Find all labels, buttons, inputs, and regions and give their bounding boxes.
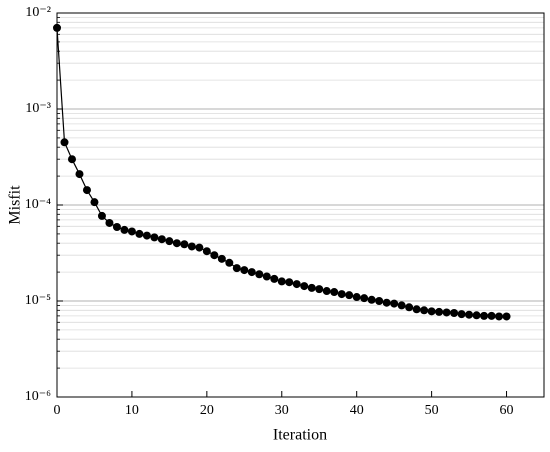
point [270,274,279,283]
point [195,243,204,252]
x-tick-label: 40 [350,403,364,418]
point [187,242,196,251]
point [412,305,421,314]
point [105,218,114,227]
y-axis-label: Misfit [7,185,24,225]
point [157,235,166,244]
point [225,258,234,267]
plot-frame [56,12,545,398]
point [90,198,99,207]
point [255,270,264,279]
point [405,303,414,312]
x-axis-label: Iteration [273,427,327,444]
point [300,282,309,291]
point [217,254,226,263]
point [330,288,339,297]
point [322,287,331,296]
point [427,307,436,316]
point [240,266,249,275]
point [180,240,189,249]
point [75,170,84,179]
point [360,294,369,303]
point [142,231,151,240]
x-tick-label: 0 [54,403,61,418]
point [307,283,316,292]
point [382,298,391,307]
point [67,155,76,164]
point [487,311,496,320]
point [450,308,459,317]
point [120,225,129,234]
point [97,211,106,220]
point [435,307,444,316]
point [165,237,174,246]
point [495,312,504,321]
point [292,280,301,289]
point [315,285,324,294]
point [172,239,181,248]
x-tick-label: 30 [275,403,289,418]
point [397,301,406,310]
point [277,277,286,286]
x-tick-label: 10 [125,403,139,418]
y-tick-label: 10⁻³ [25,101,51,116]
y-tick-label: 10⁻⁵ [25,293,51,308]
point [53,23,61,32]
point [127,227,136,236]
point [420,306,429,315]
point [352,293,361,302]
x-tick-label: 60 [500,403,514,418]
x-tick-label: 20 [200,403,214,418]
point [472,311,481,320]
point [442,308,451,317]
point [375,297,384,305]
y-tick-label: 10⁻⁴ [25,197,51,212]
point [202,247,211,256]
line [56,27,507,318]
point [232,264,241,273]
point [367,295,376,304]
point [337,290,346,299]
y-tick-label: 10⁻² [25,5,51,20]
point [457,310,466,319]
point [210,251,219,260]
point [480,311,489,320]
point [345,291,354,300]
point [135,229,144,238]
point [465,310,474,319]
point [390,299,399,308]
y-tick-label: 10⁻⁶ [25,389,51,404]
point [247,268,256,277]
point [502,312,511,321]
point [112,222,121,231]
point [82,186,91,195]
point [60,138,69,147]
x-tick-label: 50 [425,403,439,418]
point [150,233,159,242]
point [262,272,271,281]
point [285,278,294,287]
